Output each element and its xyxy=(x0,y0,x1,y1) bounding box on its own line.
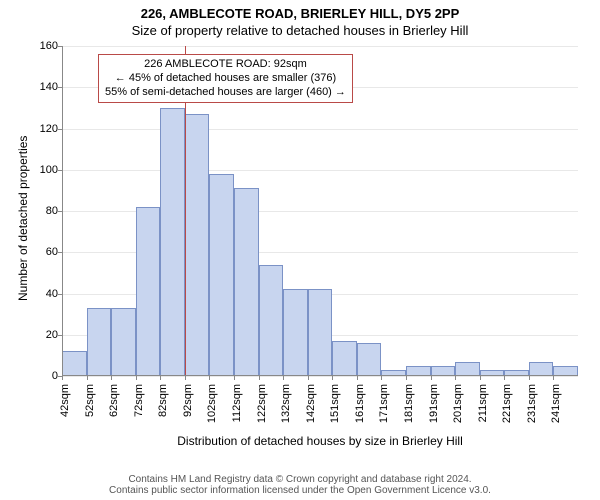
grid-line xyxy=(62,46,578,47)
x-tick-label: 171sqm xyxy=(378,384,390,423)
x-tick-label: 221sqm xyxy=(501,384,513,423)
x-tick-mark xyxy=(381,376,382,380)
bar xyxy=(62,351,87,376)
y-tick-label: 40 xyxy=(46,288,58,300)
bar xyxy=(283,289,308,376)
x-tick-label: 142sqm xyxy=(305,384,317,423)
x-tick-label: 52sqm xyxy=(84,384,96,417)
x-tick-mark xyxy=(259,376,260,380)
bar xyxy=(234,188,259,376)
chart-title-main: 226, AMBLECOTE ROAD, BRIERLEY HILL, DY5 … xyxy=(0,0,600,21)
bar xyxy=(160,108,185,376)
x-tick-mark xyxy=(308,376,309,380)
x-tick-mark xyxy=(332,376,333,380)
y-tick-mark xyxy=(58,170,62,171)
x-tick-mark xyxy=(62,376,63,380)
x-axis-line xyxy=(62,375,578,376)
x-tick-mark xyxy=(357,376,358,380)
x-tick-label: 241sqm xyxy=(550,384,562,423)
x-tick-label: 161sqm xyxy=(354,384,366,423)
bar xyxy=(87,308,112,376)
y-tick-label: 80 xyxy=(46,205,58,217)
y-tick-mark xyxy=(58,294,62,295)
y-tick-mark xyxy=(58,46,62,47)
x-tick-label: 82sqm xyxy=(157,384,169,417)
x-tick-mark xyxy=(529,376,530,380)
bar xyxy=(209,174,234,376)
bar xyxy=(185,114,210,376)
y-axis-line xyxy=(62,46,63,376)
y-tick-mark xyxy=(58,211,62,212)
x-tick-label: 151sqm xyxy=(329,384,341,423)
bar xyxy=(136,207,161,376)
x-tick-label: 231sqm xyxy=(526,384,538,423)
x-tick-mark xyxy=(406,376,407,380)
bar xyxy=(308,289,333,376)
y-tick-label: 140 xyxy=(40,81,58,93)
bar xyxy=(259,265,284,376)
footer-line-1: Contains HM Land Registry data © Crown c… xyxy=(0,474,600,485)
x-tick-mark xyxy=(480,376,481,380)
x-tick-label: 132sqm xyxy=(280,384,292,423)
x-tick-mark xyxy=(136,376,137,380)
grid-line xyxy=(62,376,578,377)
bar xyxy=(332,341,357,376)
x-tick-label: 72sqm xyxy=(133,384,145,417)
x-tick-mark xyxy=(209,376,210,380)
grid-line xyxy=(62,170,578,171)
x-tick-mark xyxy=(87,376,88,380)
x-tick-label: 92sqm xyxy=(182,384,194,417)
y-tick-mark xyxy=(58,129,62,130)
x-tick-mark xyxy=(431,376,432,380)
annotation-line: 226 AMBLECOTE ROAD: 92sqm xyxy=(105,58,346,72)
x-tick-label: 102sqm xyxy=(206,384,218,423)
y-tick-mark xyxy=(58,252,62,253)
x-tick-label: 122sqm xyxy=(256,384,268,423)
annotation-line: 55% of semi-detached houses are larger (… xyxy=(105,86,346,100)
x-tick-label: 181sqm xyxy=(403,384,415,423)
y-tick-label: 20 xyxy=(46,329,58,341)
x-tick-mark xyxy=(185,376,186,380)
grid-line xyxy=(62,129,578,130)
x-tick-mark xyxy=(455,376,456,380)
x-tick-label: 201sqm xyxy=(452,384,464,423)
x-tick-label: 191sqm xyxy=(428,384,440,423)
y-tick-label: 120 xyxy=(40,123,58,135)
x-tick-mark xyxy=(160,376,161,380)
y-tick-mark xyxy=(58,335,62,336)
bar xyxy=(357,343,382,376)
x-tick-label: 62sqm xyxy=(108,384,120,417)
y-tick-label: 60 xyxy=(46,246,58,258)
footer-attribution: Contains HM Land Registry data © Crown c… xyxy=(0,474,600,496)
chart-title-sub: Size of property relative to detached ho… xyxy=(0,21,600,38)
x-tick-label: 42sqm xyxy=(59,384,71,417)
annotation-line: ← 45% of detached houses are smaller (37… xyxy=(105,72,346,86)
bar xyxy=(111,308,136,376)
x-tick-mark xyxy=(283,376,284,380)
bar xyxy=(529,362,554,376)
y-tick-label: 160 xyxy=(40,40,58,52)
y-tick-mark xyxy=(58,87,62,88)
x-tick-mark xyxy=(553,376,554,380)
x-tick-label: 211sqm xyxy=(477,384,489,422)
y-axis-label: Number of detached properties xyxy=(16,136,30,301)
x-tick-mark xyxy=(234,376,235,380)
annotation-box: 226 AMBLECOTE ROAD: 92sqm← 45% of detach… xyxy=(98,54,353,103)
x-axis-label: Distribution of detached houses by size … xyxy=(62,434,578,448)
x-tick-label: 112sqm xyxy=(231,384,243,422)
x-tick-mark xyxy=(504,376,505,380)
bar xyxy=(455,362,480,376)
footer-line-2: Contains public sector information licen… xyxy=(0,485,600,496)
y-tick-label: 100 xyxy=(40,164,58,176)
x-tick-mark xyxy=(111,376,112,380)
